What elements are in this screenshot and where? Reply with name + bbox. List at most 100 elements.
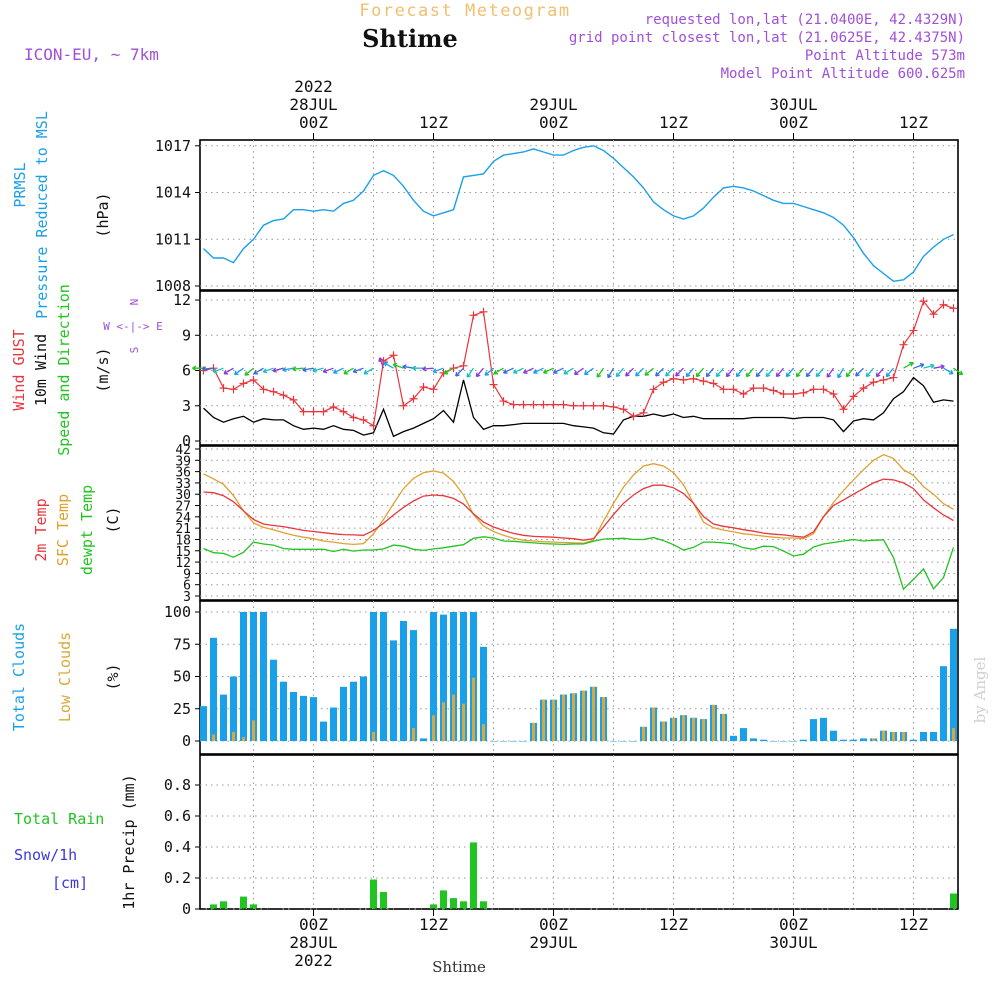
gust-point: [279, 391, 288, 400]
low-cloud-bar: [542, 699, 545, 741]
top-axis-date: 28JUL: [289, 95, 337, 114]
gust-point: [629, 412, 638, 421]
rain-bar: [370, 879, 377, 909]
precip-ytick-label: 0.6: [164, 807, 191, 825]
pressure-frame: [199, 139, 959, 291]
wind-labels: Wind GUST 10m Wind Speed and Direction (…: [10, 284, 163, 456]
total-cloud-bar: [930, 732, 937, 741]
bottom-axis-hour: 12Z: [899, 915, 928, 934]
gust-point: [889, 373, 898, 382]
gust-point: [489, 380, 498, 389]
gust-point: [559, 400, 568, 409]
gust-point: [579, 401, 588, 410]
wind-direction-arrow: [443, 367, 454, 375]
total-cloud-bar: [860, 738, 867, 741]
temp2m-series-line: [203, 478, 954, 541]
wind-ytick-label: 3: [182, 397, 191, 415]
total-cloud-bar: [840, 739, 847, 741]
gust-point: [519, 400, 528, 409]
clouds-ytick-label: 25: [173, 700, 191, 718]
low-cloud-bar: [722, 713, 725, 741]
temp-label-dewpt: dewpt Temp: [78, 485, 96, 575]
precip-ytick-label: 0.8: [164, 776, 191, 794]
low-cloud-bar: [592, 686, 595, 741]
temperature-ytick-label: 12: [175, 556, 191, 571]
low-cloud-bar: [532, 722, 535, 741]
pressure-panel: 1008 1011 1014 1017: [155, 137, 959, 295]
gust-point: [359, 415, 368, 424]
wind-direction-arrow: [502, 367, 514, 374]
wind-ytick-label: 0: [182, 432, 191, 450]
wind-direction-arrow: [655, 367, 664, 377]
low-cloud-bar: [242, 737, 245, 741]
wind-direction-arrow: [466, 367, 475, 378]
rain-bar: [430, 904, 437, 909]
bottom-axis-year: 2022: [294, 951, 333, 970]
temperature-ytick-label: 24: [175, 511, 191, 526]
low-cloud-bar: [672, 717, 675, 741]
low-cloud-bar: [662, 721, 665, 741]
gust-point: [779, 390, 788, 399]
total-cloud-bar: [290, 692, 297, 741]
precip-labels: Total Rain Snow/1h [cm] 1hr Precip (mm): [14, 774, 138, 909]
wind-direction-arrow: [583, 367, 594, 376]
low-cloud-bar: [572, 693, 575, 741]
total-cloud-bar: [210, 637, 217, 741]
gust-point: [679, 375, 688, 384]
top-axis-date: 29JUL: [529, 95, 577, 114]
low-cloud-bar: [902, 732, 905, 741]
low-cloud-bar: [432, 715, 435, 741]
low-cloud-bar: [952, 728, 955, 741]
wind10m-series-line: [203, 376, 954, 438]
gust-point: [469, 311, 478, 320]
wind-ytick-label: 6: [182, 362, 191, 380]
temperature-ytick-label: 3: [183, 590, 191, 605]
low-cloud-bar: [882, 730, 885, 741]
total-cloud-bar: [620, 741, 627, 742]
rain-bar: [470, 842, 477, 909]
clouds-label-total: Total Clouds: [10, 623, 28, 731]
total-cloud-bar: [760, 739, 767, 741]
low-cloud-bar: [372, 732, 375, 741]
gust-point: [239, 379, 248, 388]
wind-direction-arrow: [542, 367, 554, 374]
total-cloud-bar: [270, 659, 277, 741]
gust-point: [259, 385, 268, 394]
top-axis-hour: 00Z: [779, 113, 808, 132]
temperature-ytick-label: 27: [175, 500, 191, 515]
gust-point: [509, 400, 518, 409]
total-cloud-bar: [340, 686, 347, 741]
gust-point: [409, 394, 418, 403]
gust-point: [309, 407, 318, 416]
wind-direction-arrow: [607, 367, 615, 379]
top-axis-hour: 12Z: [419, 113, 448, 132]
gust-point: [859, 384, 868, 393]
low-cloud-bar: [482, 724, 485, 741]
gridpoint-coords: grid point closest lon,lat (21.0625E, 42…: [569, 30, 965, 46]
low-cloud-bar: [442, 702, 445, 741]
wind-direction-arrow: [302, 367, 314, 373]
total-cloud-bar: [830, 730, 837, 741]
top-axis-hour: 12Z: [899, 113, 928, 132]
wind-direction-arrow: [943, 367, 954, 375]
total-cloud-bar: [920, 732, 927, 741]
wind-direction-arrow: [775, 367, 784, 378]
wind-direction-arrow: [352, 367, 364, 374]
wind-direction-arrow: [735, 367, 744, 378]
low-cloud-bar: [462, 703, 465, 741]
rain-bar: [250, 904, 257, 909]
bottom-axis-date: 29JUL: [529, 933, 577, 952]
precip-ytick-label: 0.2: [164, 869, 191, 887]
gust-point: [699, 377, 708, 386]
temperature-ytick-label: 42: [175, 443, 191, 458]
total-cloud-bar: [740, 728, 747, 741]
wind-direction-arrow: [563, 367, 574, 375]
low-cloud-bar: [652, 707, 655, 741]
gust-point: [289, 395, 298, 404]
clouds-panel: 0 25 50 75 100: [164, 600, 959, 755]
wind-direction-arrow: [826, 367, 835, 378]
temperature-ytick-label: 15: [175, 545, 191, 560]
gust-point: [499, 397, 508, 406]
gust-point: [219, 384, 228, 393]
